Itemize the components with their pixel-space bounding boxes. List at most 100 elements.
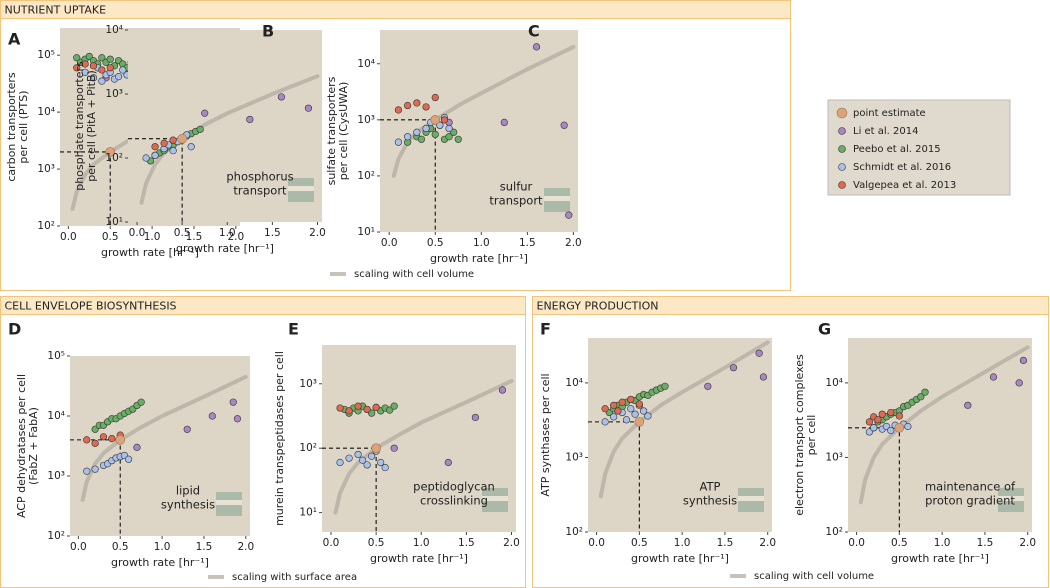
- data-point: [390, 444, 398, 452]
- annotation: transport: [233, 184, 287, 198]
- data-point: [354, 450, 362, 459]
- section-title: ENERGY PRODUCTION: [537, 300, 659, 313]
- data-point: [345, 454, 353, 462]
- data-point: [1019, 356, 1028, 365]
- x-tick-label: 2.0: [759, 537, 776, 549]
- y-tick-label: 10³: [565, 451, 583, 463]
- data-point: [73, 54, 81, 62]
- legend-label: point estimate: [853, 108, 926, 119]
- y-tick-label: 10³: [299, 378, 317, 390]
- x-tick-label: 0.0: [588, 537, 605, 549]
- icon-stripe: [998, 496, 1024, 501]
- x-axis-label: growth rate [hr⁻¹]: [631, 552, 729, 565]
- y-tick-label: 10²: [299, 442, 317, 454]
- x-tick-label: 2.0: [309, 227, 326, 239]
- point-estimate: [894, 422, 905, 433]
- data-point: [404, 133, 412, 141]
- data-point: [169, 136, 177, 144]
- curve-caption: scaling with cell volume: [354, 269, 474, 280]
- data-point: [363, 405, 371, 414]
- data-point: [125, 455, 133, 463]
- data-point: [422, 103, 430, 111]
- point-estimate: [371, 443, 381, 453]
- x-tick-label: 0.0: [60, 231, 77, 243]
- data-point: [610, 401, 618, 409]
- x-axis-label: growth rate [hr⁻¹]: [430, 252, 528, 265]
- icon-stripe: [738, 496, 764, 501]
- legend-marker: [838, 145, 846, 153]
- data-point: [444, 458, 452, 467]
- data-point: [345, 407, 353, 415]
- y-tick-label: 10²: [565, 526, 583, 538]
- point-estimate: [115, 435, 126, 445]
- data-point: [610, 413, 618, 421]
- y-tick-label: 10²: [105, 152, 123, 164]
- data-point: [354, 402, 362, 410]
- legend-box: [827, 99, 1011, 196]
- annotation: transport: [489, 194, 543, 208]
- data-point: [98, 66, 106, 74]
- x-tick-label: 1.0: [413, 537, 430, 549]
- annotation: peptidoglycan: [413, 480, 495, 494]
- y-tick-label: 10¹: [299, 507, 317, 519]
- annotation: synthesis: [683, 494, 737, 508]
- data-point: [917, 393, 925, 401]
- data-point: [454, 135, 462, 143]
- x-tick-label: 1.0: [674, 537, 691, 549]
- curve-caption: scaling with cell volume: [754, 571, 874, 582]
- data-point: [601, 405, 609, 413]
- data-point: [440, 116, 449, 124]
- data-point: [887, 426, 895, 435]
- data-point: [618, 398, 626, 406]
- data-point: [532, 43, 541, 51]
- legend-label: Li et al. 2014: [853, 126, 919, 137]
- data-point: [904, 422, 912, 431]
- legend-marker: [836, 107, 848, 119]
- data-point: [83, 436, 91, 444]
- data-point: [169, 147, 177, 155]
- y-tick-label: 10¹: [105, 216, 123, 228]
- data-point: [560, 121, 568, 129]
- data-point: [759, 373, 768, 381]
- data-point: [377, 458, 385, 467]
- data-point: [196, 125, 204, 133]
- data-point: [229, 398, 237, 406]
- curve-caption: scaling with surface area: [232, 572, 357, 583]
- panel-letter: E: [288, 320, 299, 339]
- data-point: [394, 106, 403, 114]
- y-axis-label: per cell (PitA + PitB): [85, 70, 98, 182]
- y-tick-label: 10⁵: [37, 49, 55, 61]
- point-estimate: [177, 133, 187, 144]
- data-point: [98, 54, 106, 62]
- panel-letter: F: [540, 320, 551, 339]
- data-point: [874, 416, 882, 424]
- data-point: [394, 138, 403, 146]
- x-tick-label: 2.0: [227, 231, 244, 243]
- data-point: [887, 408, 895, 417]
- x-tick-label: 0.0: [848, 537, 865, 549]
- y-axis-label: ACP dehydratases per cell: [15, 374, 28, 518]
- data-point: [160, 139, 168, 147]
- data-point: [233, 415, 242, 423]
- data-point: [359, 456, 367, 464]
- x-tick-label: 1.5: [186, 231, 203, 243]
- x-tick-label: 1.5: [458, 537, 475, 549]
- data-point: [498, 386, 507, 394]
- y-tick-label: 10²: [37, 220, 55, 232]
- panel-letter: C: [528, 22, 540, 41]
- y-tick-label: 10³: [825, 451, 843, 463]
- data-point: [183, 425, 191, 433]
- x-tick-label: 2.0: [1019, 537, 1036, 549]
- data-point: [644, 412, 652, 420]
- x-tick-label: 1.5: [196, 541, 213, 553]
- data-point: [304, 104, 313, 112]
- x-tick-label: 0.5: [368, 537, 385, 549]
- x-tick-label: 0.0: [381, 237, 398, 249]
- annotation: ATP: [700, 480, 721, 494]
- x-tick-label: 1.0: [473, 237, 490, 249]
- data-point: [89, 74, 98, 82]
- x-tick-label: 0.5: [174, 227, 191, 239]
- y-axis-label: ATP synthases per cell: [539, 373, 552, 496]
- data-point: [404, 101, 412, 110]
